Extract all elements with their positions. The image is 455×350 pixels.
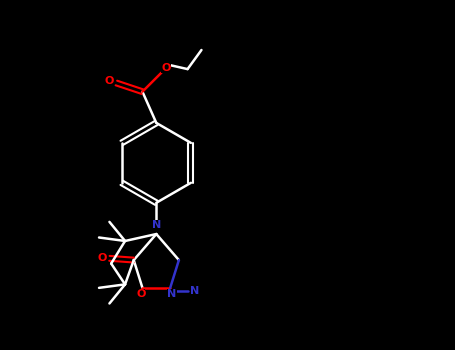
Text: O: O [136, 289, 146, 299]
Text: N: N [167, 289, 177, 299]
Text: N: N [152, 220, 161, 230]
Text: O: O [162, 63, 171, 73]
Text: N: N [190, 286, 199, 296]
Text: O: O [97, 253, 106, 262]
Text: O: O [104, 76, 113, 86]
